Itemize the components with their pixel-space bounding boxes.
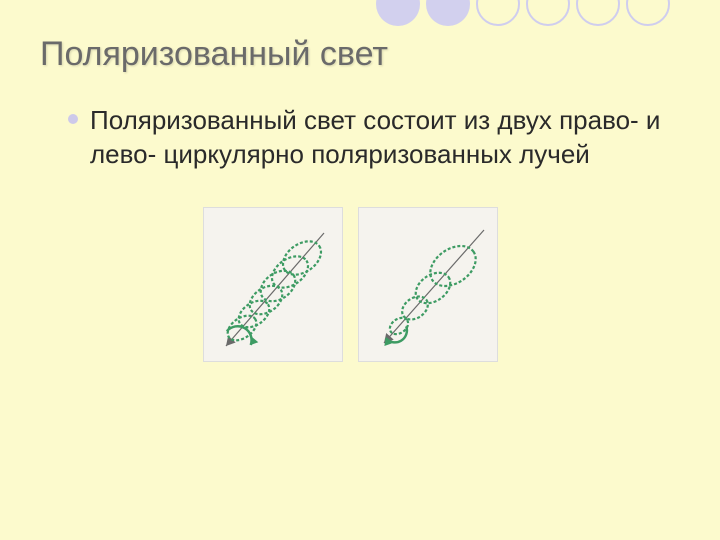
decoration-circle xyxy=(376,0,420,26)
bullet-text: Поляризованный свет состоит из двух прав… xyxy=(90,104,680,172)
slide-content: Поляризованный свет состоит из двух прав… xyxy=(40,104,680,362)
helix-right xyxy=(358,207,498,362)
decoration-circle xyxy=(526,0,570,26)
bullet-item: Поляризованный свет состоит из двух прав… xyxy=(68,104,680,172)
decoration-circle xyxy=(576,0,620,26)
decoration-circle xyxy=(626,0,670,26)
decoration-circle xyxy=(476,0,520,26)
decoration-circle xyxy=(426,0,470,26)
decoration-circles xyxy=(376,0,670,26)
slide-title: Поляризованный свет xyxy=(40,35,680,74)
slide-container: Поляризованный свет Поляризованный свет … xyxy=(0,0,720,540)
helix-left xyxy=(203,207,343,362)
bullet-icon xyxy=(68,114,78,124)
helix-diagram xyxy=(203,207,680,362)
